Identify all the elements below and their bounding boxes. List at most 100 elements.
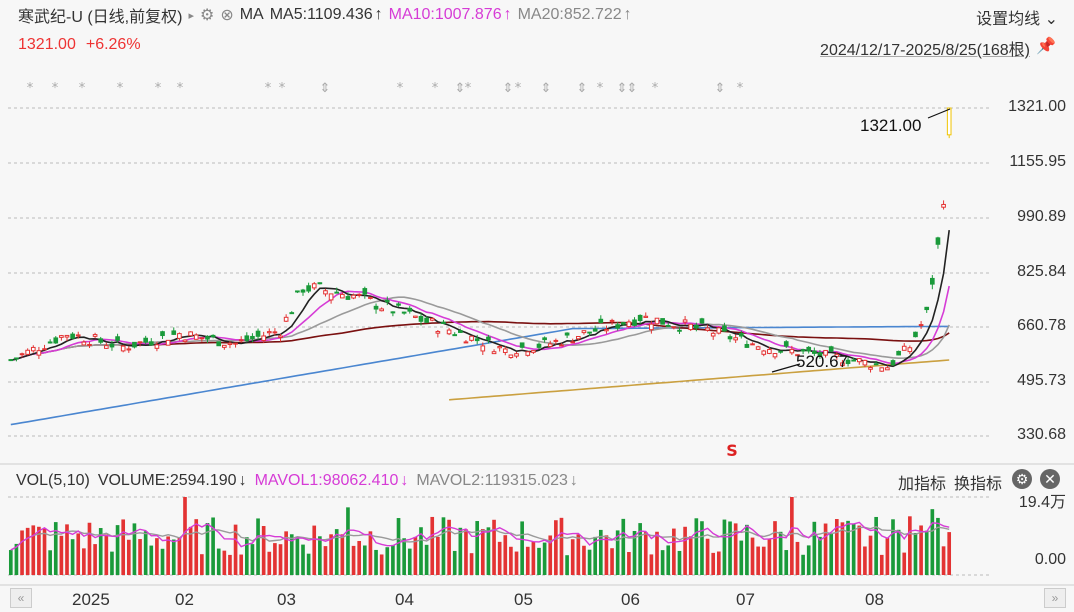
candle-body bbox=[368, 296, 373, 299]
candle-body bbox=[738, 333, 744, 337]
scroll-left-button[interactable]: « bbox=[10, 588, 32, 608]
min-arrow-icon bbox=[771, 363, 801, 373]
volume-bar bbox=[520, 521, 524, 575]
candle-body bbox=[19, 353, 25, 356]
candle-body bbox=[64, 334, 70, 338]
volume-bar bbox=[565, 555, 569, 575]
candle-body bbox=[710, 332, 716, 337]
candle-body bbox=[564, 332, 570, 336]
event-marker-icon: * bbox=[79, 81, 86, 96]
volume-axis-bottom: 0.00 bbox=[1034, 551, 1066, 568]
candle-body bbox=[171, 330, 177, 335]
event-marker-icon: * bbox=[117, 81, 124, 96]
candle-body bbox=[30, 346, 36, 352]
volume-bar bbox=[694, 518, 699, 575]
candle-body bbox=[306, 285, 311, 292]
mavol2-line bbox=[10, 526, 950, 551]
volume-bar bbox=[784, 550, 789, 575]
volume-bar bbox=[666, 545, 671, 575]
volume-bar bbox=[42, 528, 47, 575]
title-menu-icon[interactable]: ▸ bbox=[188, 9, 194, 22]
candle-body bbox=[828, 346, 834, 352]
event-marker-icon: * bbox=[652, 81, 659, 96]
candle-body bbox=[817, 352, 823, 357]
add-indicator-button[interactable]: 加指标 bbox=[897, 476, 946, 493]
candle-body bbox=[47, 341, 53, 344]
candle-body bbox=[727, 336, 733, 340]
volume-bar bbox=[48, 550, 52, 575]
candle-body bbox=[862, 359, 868, 366]
pin-icon[interactable]: 📌 bbox=[1036, 38, 1056, 55]
price-axis-label: 990.89 bbox=[1017, 208, 1066, 225]
candle-body bbox=[542, 337, 547, 341]
candle-body bbox=[587, 331, 592, 334]
volume-bar bbox=[598, 529, 603, 575]
candle-body bbox=[317, 282, 323, 285]
candle-body bbox=[42, 348, 47, 351]
candle-body bbox=[688, 323, 694, 331]
candle-body bbox=[761, 350, 767, 355]
volume-bar bbox=[424, 544, 429, 575]
volume-bar bbox=[273, 543, 277, 575]
vol-label: VOL(5,10) bbox=[16, 472, 90, 489]
volume-bar bbox=[323, 546, 328, 575]
volume-bar bbox=[76, 533, 81, 575]
close-icon[interactable]: ⊗ bbox=[220, 7, 234, 24]
candle-body bbox=[682, 319, 688, 323]
close-icon[interactable]: ✕ bbox=[1040, 469, 1060, 489]
date-range[interactable]: 2024/12/17-2025/8/25(168根) bbox=[820, 42, 1030, 59]
candle-body bbox=[70, 333, 75, 339]
ma-settings-button[interactable]: 设置均线 ⌄ bbox=[976, 11, 1058, 28]
gear-icon[interactable]: ⚙ bbox=[1012, 469, 1032, 489]
candle-body bbox=[104, 345, 109, 349]
stock-title[interactable]: 寒武纪-U (日线,前复权) bbox=[18, 9, 183, 26]
chart-header: 寒武纪-U (日线,前复权) ▸ ⚙ ⊗ MA MA5:1109.436 ↑ M… bbox=[18, 4, 638, 26]
volume-bar bbox=[829, 533, 834, 575]
candle-body bbox=[913, 331, 918, 338]
candle-body bbox=[177, 333, 182, 339]
volume-bar bbox=[632, 530, 637, 575]
volume-bar bbox=[200, 554, 204, 575]
volume-bar bbox=[278, 544, 283, 575]
volume-bar bbox=[902, 552, 907, 575]
gear-icon[interactable]: ⚙ bbox=[199, 7, 215, 24]
volume-bar bbox=[896, 529, 901, 575]
mavol2-arrow-icon: ↓ bbox=[569, 472, 578, 489]
scroll-right-button[interactable]: » bbox=[1044, 588, 1066, 608]
ma10-arrow-icon: ↑ bbox=[503, 6, 512, 23]
candle-body bbox=[592, 328, 598, 332]
candle-body bbox=[879, 367, 885, 372]
volume-bar bbox=[250, 544, 255, 575]
candle-body bbox=[733, 337, 738, 341]
volume-bar bbox=[301, 544, 305, 575]
candle-body bbox=[806, 346, 812, 352]
volume-bar bbox=[126, 539, 131, 575]
event-marker-icon: * bbox=[597, 81, 604, 96]
switch-indicator-button[interactable]: 换指标 bbox=[953, 476, 1002, 493]
volume-bar bbox=[93, 544, 97, 575]
event-marker-icon: * bbox=[177, 81, 184, 96]
event-marker-icon: * bbox=[465, 81, 472, 96]
candle-body bbox=[8, 359, 14, 362]
volume-bar bbox=[20, 530, 24, 575]
volume-bar bbox=[570, 539, 575, 575]
candle-body bbox=[783, 341, 789, 347]
max-price-label: 1321.00 bbox=[860, 116, 921, 135]
candle-body bbox=[250, 335, 255, 340]
volume-bar bbox=[913, 532, 918, 575]
candle-body bbox=[227, 342, 233, 345]
candle-body bbox=[699, 318, 705, 324]
volume-bar bbox=[554, 520, 558, 575]
candle-body bbox=[637, 314, 643, 322]
price-info: 1321.00 +6.26% bbox=[18, 36, 141, 54]
candle-body bbox=[193, 334, 199, 340]
volume-bar bbox=[649, 554, 654, 575]
volume-bar bbox=[497, 541, 502, 575]
candle-body bbox=[154, 344, 160, 349]
candle-body bbox=[722, 325, 727, 332]
event-marker-icon: ⇕ bbox=[715, 81, 726, 96]
candle-body bbox=[907, 347, 913, 353]
volume-bar bbox=[149, 545, 154, 575]
volume-bar bbox=[65, 524, 69, 575]
